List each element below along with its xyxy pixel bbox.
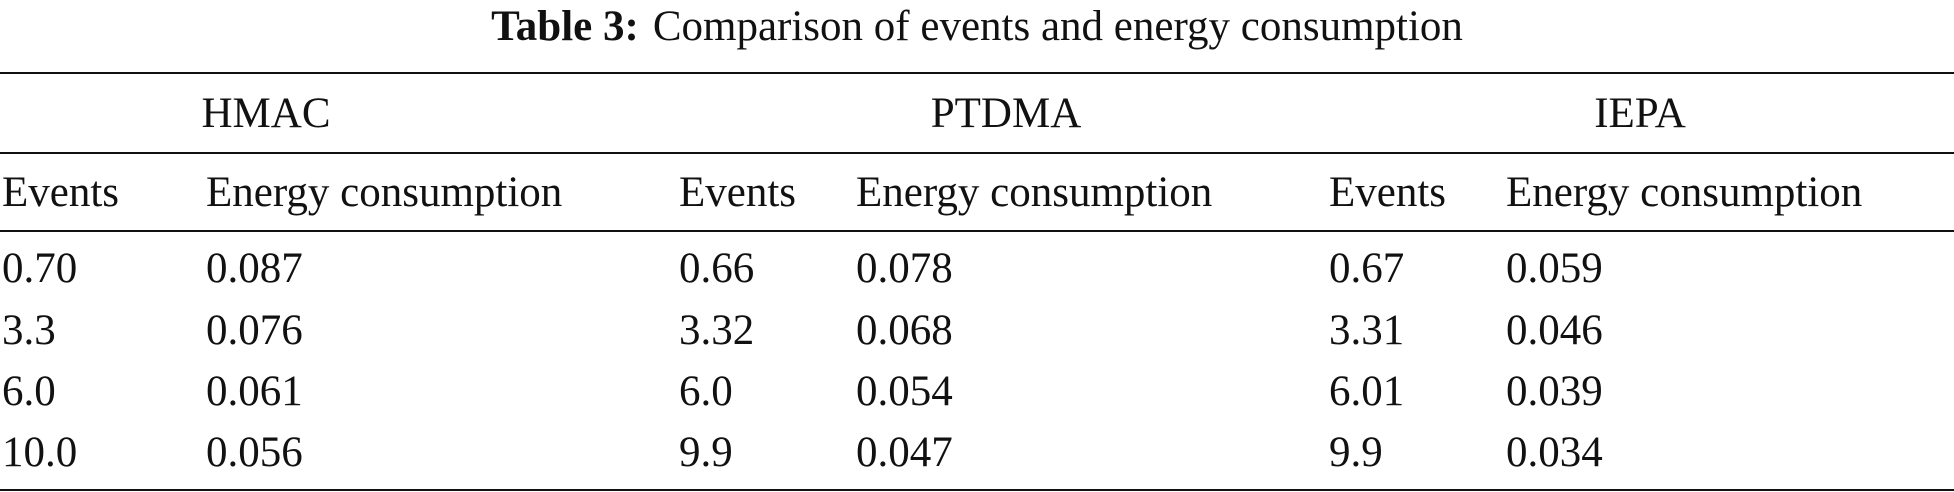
table-cell: 0.66 [679,245,755,292]
table-cell: 10.0 [2,429,78,476]
table-cell: 0.046 [1506,307,1603,354]
column-header-iepa-energy: Energy consumption [1506,169,1863,216]
table-cell: 0.70 [2,245,78,292]
group-header-hmac: HMAC [201,90,331,137]
table-cell: 0.068 [856,307,953,354]
header-rule [0,230,1954,232]
table-cell: 0.034 [1506,429,1603,476]
table-cell: 6.0 [2,368,56,415]
table-cell: 9.9 [679,429,733,476]
column-header-hmac-energy: Energy consumption [206,169,563,216]
column-header-ptdma-events: Events [679,169,797,216]
column-header-iepa-events: Events [1329,169,1447,216]
table-cell: 0.67 [1329,245,1405,292]
table-caption-title: Comparison of events and energy consumpt… [652,3,1463,50]
table-cell: 0.061 [206,368,303,415]
table-cell: 9.9 [1329,429,1383,476]
column-header-ptdma-energy: Energy consumption [856,169,1213,216]
group-header-ptdma: PTDMA [930,90,1082,137]
table-cell: 0.039 [1506,368,1603,415]
table-cell: 0.059 [1506,245,1603,292]
table-cell: 3.32 [679,307,755,354]
table-caption-label: Table 3: [491,3,639,50]
table-cell: 6.0 [679,368,733,415]
table-caption: Table 3: Comparison of events and energy … [0,0,1954,52]
table-cell: 0.078 [856,245,953,292]
table-cell: 0.076 [206,307,303,354]
table-cell: 0.054 [856,368,953,415]
column-header-hmac-events: Events [2,169,120,216]
top-rule [0,72,1954,74]
table-cell: 3.3 [2,307,56,354]
table-cell: 0.056 [206,429,303,476]
bottom-rule [0,489,1954,491]
table-cell: 0.047 [856,429,953,476]
table-cell: 3.31 [1329,307,1405,354]
table-cell: 6.01 [1329,368,1405,415]
table-cell: 0.087 [206,245,303,292]
group-header-iepa: IEPA [1594,90,1686,137]
group-rule [0,152,1954,154]
